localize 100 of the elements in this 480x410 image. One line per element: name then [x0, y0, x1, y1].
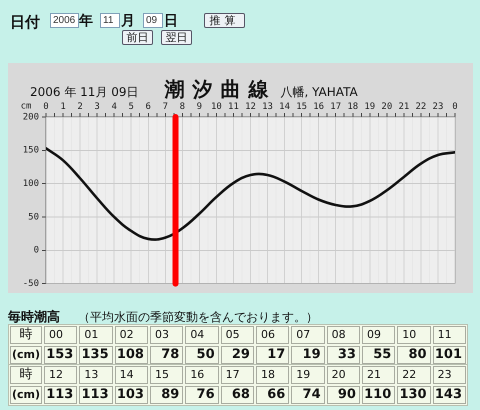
chart-title: 潮汐曲線	[164, 77, 277, 101]
button: 推算	[204, 13, 245, 28]
y-tick-label: (cm)	[10, 386, 42, 404]
text-field: 09	[143, 13, 163, 28]
x-tick-label: 0	[43, 102, 49, 112]
x-tick-label: 6	[146, 102, 151, 112]
data-label: 68	[220, 386, 254, 404]
text-field: 11	[100, 13, 120, 28]
x-tick-label: 01	[79, 326, 113, 344]
x-tick-label: 2	[77, 102, 83, 112]
data-label: 66	[256, 386, 290, 404]
x-tick-label: 1	[60, 102, 66, 112]
text: 八幡, YAHATA	[280, 85, 358, 99]
data-label: 78	[150, 346, 184, 364]
y-tick-label: -50	[22, 278, 39, 289]
x-tick-label: 19	[364, 102, 376, 112]
x-tick-label: 17	[220, 366, 254, 384]
data-label: 29	[220, 346, 254, 364]
x-tick-label: 15	[150, 366, 184, 384]
x-tick-label: 23	[432, 366, 466, 384]
x-tick-label: 11	[228, 102, 239, 112]
y-axis-title: cm	[20, 101, 32, 112]
x-tick-label: 08	[326, 326, 360, 344]
x-tick-label: 9	[196, 102, 202, 112]
y-tick-label: (cm)	[10, 346, 42, 364]
x-tick-label: 4	[111, 102, 117, 112]
text: 年	[79, 13, 93, 29]
x-tick-label: 09	[362, 326, 396, 344]
data-label: 17	[256, 346, 290, 364]
data-label: 103	[114, 386, 148, 404]
x-tick-label: 11	[432, 326, 466, 344]
data-label: 135	[79, 346, 113, 364]
x-tick-label: 14	[114, 366, 148, 384]
data-label: 101	[432, 346, 466, 364]
x-tick-label: 14	[279, 102, 290, 112]
x-tick-label: 18	[256, 366, 290, 384]
x-tick-label: 07	[291, 326, 325, 344]
data-label: 90	[326, 386, 360, 404]
x-tick-label: 8	[180, 102, 186, 112]
data-label: 74	[291, 386, 325, 404]
x-tick-label: 16	[185, 366, 219, 384]
chart-subtitle: 2006 年 11月 09日	[30, 85, 139, 99]
x-axis-title: 時	[10, 326, 42, 344]
line-series	[46, 147, 455, 241]
x-tick-label: 16	[313, 102, 324, 112]
data-label: 89	[150, 386, 184, 404]
x-tick-label: 17	[330, 102, 342, 112]
x-tick-label: 02	[114, 326, 148, 344]
chart-subtitle: （平均水面の季節変動を含んでおります。）	[78, 310, 318, 324]
y-tick-label: 100	[22, 178, 39, 189]
data-label: 110	[362, 386, 396, 404]
x-tick-label: 00	[44, 326, 78, 344]
x-tick-label: 21	[362, 366, 396, 384]
x-tick-label: 7	[162, 102, 168, 112]
data-label: 50	[185, 346, 219, 364]
button: 前日	[122, 30, 153, 45]
data-label: 153	[44, 346, 78, 364]
x-tick-label: 10	[397, 326, 431, 344]
x-tick-label: 13	[262, 102, 273, 112]
data-label: 19	[291, 346, 325, 364]
x-tick-label: 0	[452, 102, 458, 112]
text: 日	[164, 13, 178, 29]
x-tick-label: 13	[79, 366, 113, 384]
data-label: 130	[397, 386, 431, 404]
x-tick-label: 03	[150, 326, 184, 344]
x-tick-label: 21	[398, 102, 410, 112]
x-tick-label: 22	[397, 366, 431, 384]
chart-title: 毎時潮高	[8, 310, 60, 325]
button: 翌日	[161, 30, 192, 45]
text: 日付	[10, 13, 40, 31]
x-tick-label: 3	[94, 102, 100, 112]
data-label: 33	[326, 346, 360, 364]
x-tick-label: 05	[220, 326, 254, 344]
data-label: 113	[79, 386, 113, 404]
x-tick-label: 18	[347, 102, 358, 112]
x-tick-label: 04	[185, 326, 219, 344]
x-tick-label: 06	[256, 326, 290, 344]
y-tick-label: 0	[34, 246, 39, 256]
x-tick-label: 22	[415, 102, 426, 112]
x-tick-label: 12	[245, 102, 256, 112]
x-tick-label: 15	[296, 102, 308, 112]
x-tick-label: 19	[291, 366, 325, 384]
data-label: 108	[114, 346, 148, 364]
data-label: 143	[432, 386, 466, 404]
y-tick-label: 50	[28, 212, 39, 222]
data-label: 113	[44, 386, 78, 404]
data-label: 55	[362, 346, 396, 364]
x-tick-label: 20	[326, 366, 360, 384]
x-tick-label: 20	[381, 102, 392, 112]
data-label: 80	[397, 346, 431, 364]
y-tick-label: 150	[22, 146, 39, 156]
text: 月	[121, 13, 135, 29]
x-tick-label: 23	[432, 102, 444, 112]
x-tick-label: 12	[44, 366, 78, 384]
x-tick-label: 10	[210, 102, 222, 112]
x-axis-title: 時	[10, 366, 42, 384]
text-field: 2006	[50, 13, 79, 28]
data-label: 76	[185, 386, 219, 404]
x-tick-label: 5	[128, 102, 134, 112]
y-tick-label: 200	[22, 112, 39, 122]
